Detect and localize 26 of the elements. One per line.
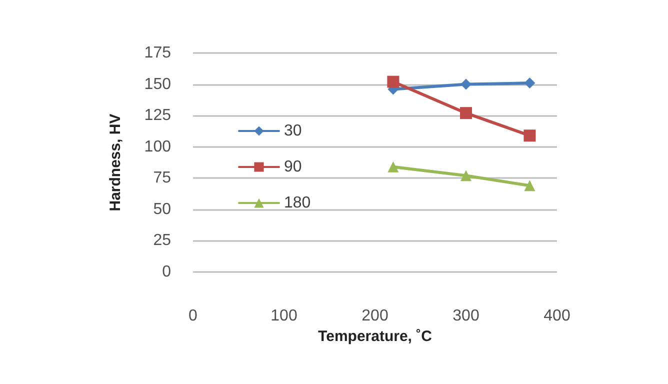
- x-tick-label: 400: [544, 308, 570, 324]
- point: [387, 76, 400, 88]
- y-tick-label: 50: [153, 200, 172, 218]
- legend-label: 180: [284, 194, 311, 212]
- x-tick-label: 0: [188, 308, 198, 324]
- point: [460, 107, 472, 120]
- legend-label: 90: [284, 158, 302, 176]
- y-axis-title: Hardness, HV: [107, 114, 124, 212]
- y-tick-label: 100: [144, 138, 172, 156]
- point: [460, 170, 472, 182]
- y-tick-label: 150: [144, 76, 172, 93]
- legend-label: 30: [284, 122, 302, 140]
- y-tick-label: 75: [153, 170, 172, 187]
- x-axis-title: Temperature, ˚C: [318, 328, 432, 345]
- x-tick-label: 200: [362, 308, 388, 324]
- y-tick-label: 175: [144, 44, 172, 62]
- point: [524, 78, 536, 89]
- y-tick-label: 0: [162, 264, 172, 280]
- y-tick-label: 25: [153, 232, 172, 250]
- point: [460, 78, 472, 90]
- point: [388, 161, 399, 172]
- point: [524, 180, 536, 192]
- x-tick-label: 100: [270, 308, 298, 324]
- y-tick-label: 125: [144, 107, 172, 124]
- x-tick-label: 300: [452, 308, 480, 324]
- point: [524, 130, 536, 142]
